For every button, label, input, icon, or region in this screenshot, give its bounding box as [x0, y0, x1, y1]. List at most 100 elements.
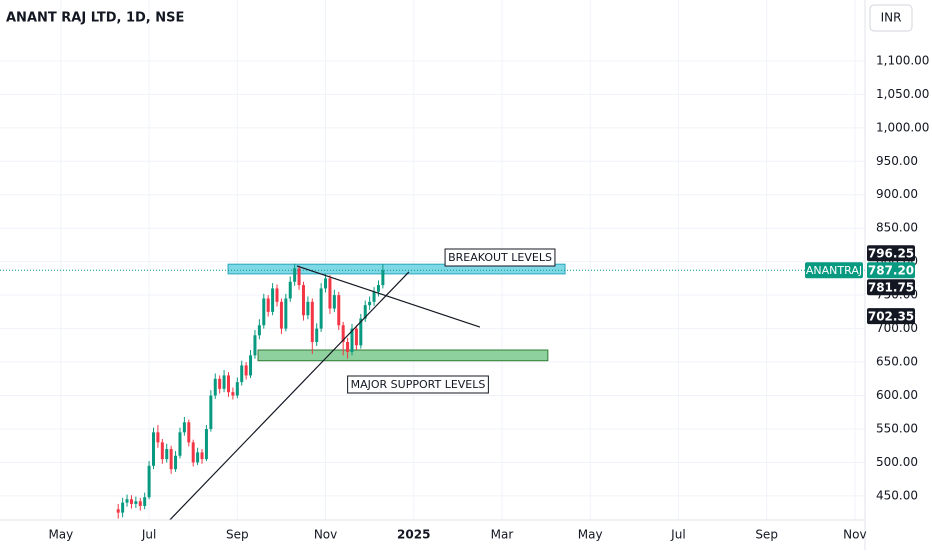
x-tick-label: Sep [226, 528, 249, 542]
price-badge-box [867, 262, 915, 279]
candle-body [209, 395, 213, 429]
x-tick-label: Jul [670, 528, 685, 542]
price-badge-box [867, 245, 915, 262]
candle-body [275, 288, 279, 302]
candle-body [213, 378, 217, 396]
candle-body [288, 281, 292, 299]
candle-body [231, 392, 235, 396]
candle-body [218, 378, 222, 389]
grid [0, 0, 865, 520]
candle-body [200, 452, 204, 460]
y-tick-label: 950.00 [876, 154, 918, 168]
candle-body [160, 442, 164, 460]
y-tick-label: 650.00 [876, 355, 918, 369]
candle-body [301, 285, 305, 316]
candle-body [315, 328, 319, 342]
zone-label-box [444, 248, 556, 267]
price-badge-label: 781.75 [868, 281, 914, 295]
candle-body [249, 355, 253, 376]
candle-body [244, 365, 248, 376]
zone-label-text: BREAKOUT LEVELS [448, 251, 552, 264]
zone-label: MAJOR SUPPORT LEVELS [347, 375, 489, 394]
candle-body [293, 268, 297, 282]
candle-body [354, 328, 358, 346]
candle-body [134, 501, 138, 504]
chart-title: ANANT RAJ LTD, 1D, NSE [6, 11, 184, 26]
axes: 450.00500.00550.00600.00650.00700.00750.… [48, 53, 929, 541]
candle-body [226, 375, 230, 393]
candle-body [324, 278, 328, 289]
candle-body [196, 452, 200, 463]
candle-body [129, 499, 133, 504]
candle-body [262, 298, 266, 326]
symbol-badge-box [805, 262, 863, 279]
price-badge-box [867, 308, 915, 325]
y-tick-label: 450.00 [876, 488, 918, 502]
zone-label-box [347, 375, 489, 394]
candle-body [182, 422, 186, 433]
candle-body [125, 499, 129, 503]
zone [257, 349, 549, 362]
y-tick-label: 550.00 [876, 421, 918, 435]
candle-body [191, 442, 195, 463]
price-badge: 796.25 [867, 245, 915, 262]
currency-label[interactable]: INR [881, 11, 902, 25]
candle-body [143, 497, 147, 506]
candle-body [337, 295, 341, 326]
zone [227, 263, 566, 275]
plot-area: BREAKOUT LEVELS MAJOR SUPPORT LEVELS [0, 248, 865, 521]
candle-body [116, 509, 120, 513]
candle-body [359, 318, 363, 346]
y-tick-label: 850.00 [876, 221, 918, 235]
candle-body [165, 449, 169, 460]
y-tick-label: 900.00 [876, 187, 918, 201]
candle-body [363, 305, 367, 319]
y-tick-label: 1,000.00 [876, 120, 929, 134]
x-tick-label: Nov [314, 528, 337, 542]
candle-body [138, 501, 142, 506]
x-tick-label: Mar [491, 528, 514, 542]
x-tick-label: Nov [843, 528, 866, 542]
candle-body [332, 295, 336, 309]
candle-body [178, 432, 182, 456]
x-tick-label: 2025 [397, 528, 430, 542]
candle-body [306, 301, 310, 316]
y-tick-label: 700.00 [876, 321, 918, 335]
symbol-badge-label: ANANTRAJ [806, 264, 862, 277]
candle-body [187, 422, 191, 443]
candle-body [328, 278, 332, 309]
currency-button[interactable] [869, 4, 913, 32]
candle-body [297, 268, 301, 286]
candle-body [372, 291, 376, 302]
zone-label-text: MAJOR SUPPORT LEVELS [351, 378, 486, 391]
candle-body [310, 301, 314, 342]
price-badge-box [867, 279, 915, 296]
candle-body [121, 502, 125, 513]
trendline [169, 271, 410, 521]
candle-body [222, 375, 226, 389]
candle-body [341, 325, 345, 342]
candle-body [169, 449, 173, 470]
candle-body [346, 341, 350, 353]
x-tick-label: Sep [755, 528, 778, 542]
candle-body [319, 288, 323, 329]
y-tick-label: 1,100.00 [876, 53, 929, 67]
trendline [296, 265, 481, 328]
candle-body [266, 298, 270, 312]
price-badge: 702.35 [867, 308, 915, 325]
price-badge: 781.75 [867, 279, 915, 296]
candle-body [381, 270, 385, 286]
candle-body [240, 365, 244, 383]
candle-body [271, 288, 275, 312]
candle-body [235, 382, 239, 396]
x-tick-label: May [578, 528, 603, 542]
candle-body [368, 301, 372, 306]
candle-body [376, 285, 380, 292]
x-tick-label: May [48, 528, 73, 542]
candle-body [284, 298, 288, 329]
candle-body [174, 455, 178, 470]
x-tick-label: Jul [141, 528, 156, 542]
candle-body [156, 432, 160, 443]
